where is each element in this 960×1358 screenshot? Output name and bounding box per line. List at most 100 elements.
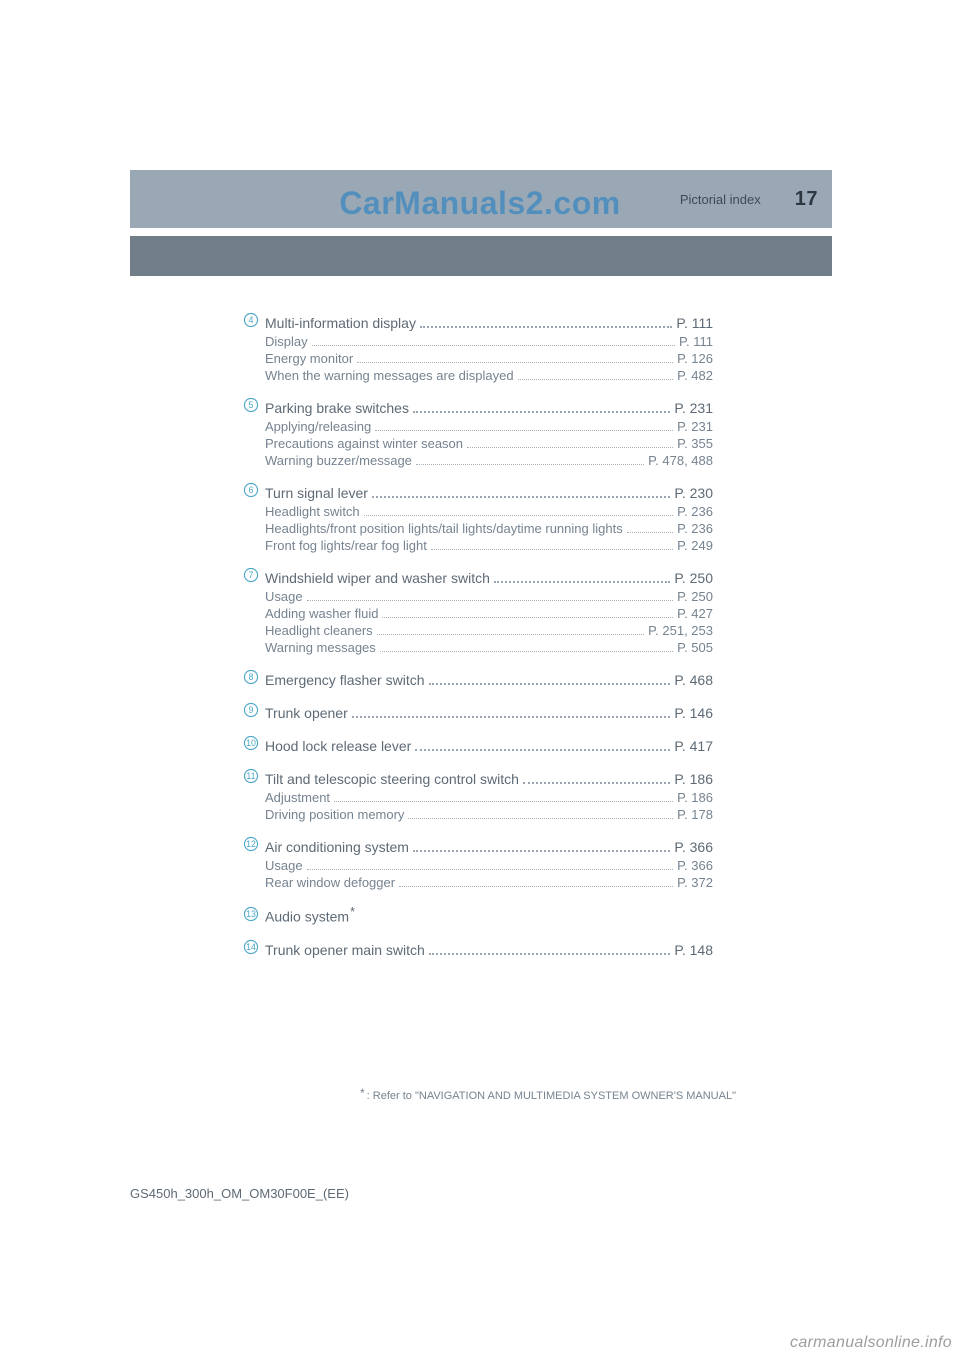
index-sub-row: Warning buzzer/message P. 478, 488 bbox=[243, 453, 713, 468]
svg-text:4: 4 bbox=[249, 315, 254, 325]
leader-dots bbox=[382, 608, 673, 618]
leader-dots bbox=[352, 708, 671, 718]
leader-dots bbox=[408, 809, 673, 819]
sub-label: Usage bbox=[265, 589, 303, 604]
sub-page: P. 355 bbox=[677, 436, 713, 451]
index-sub-row: Warning messages P. 505 bbox=[243, 640, 713, 655]
index-sub-row: Applying/releasingP. 231 bbox=[243, 419, 713, 434]
sub-page: P. 251, 253 bbox=[648, 623, 713, 638]
index-main-row: 12Air conditioning systemP. 366 bbox=[243, 836, 713, 855]
index-main-row: 7 Windshield wiper and washer switch P. 25… bbox=[243, 567, 713, 586]
svg-text:13: 13 bbox=[246, 909, 256, 919]
leader-dots bbox=[413, 842, 670, 852]
leader-dots bbox=[307, 591, 674, 601]
bullet-icon: 5 bbox=[243, 397, 265, 413]
footnote-star: * bbox=[360, 1086, 365, 1100]
leader-dots bbox=[415, 741, 670, 751]
entry-title: Audio system* bbox=[265, 904, 355, 925]
sub-label: Headlights/front position lights/tail li… bbox=[265, 521, 623, 536]
leader-dots bbox=[357, 353, 673, 363]
index-main-row: 11Tilt and telescopic steering control s… bbox=[243, 768, 713, 787]
sub-page: P. 250 bbox=[677, 589, 713, 604]
entry-page: P. 148 bbox=[674, 942, 713, 958]
svg-text:6: 6 bbox=[249, 485, 254, 495]
index-entry: 10Hood lock release lever P. 417 bbox=[243, 735, 713, 754]
index-entry: 6Turn signal leverP. 230Headlight switch… bbox=[243, 482, 713, 553]
bullet-icon: 10 bbox=[243, 735, 265, 751]
bullet-icon: 11 bbox=[243, 768, 265, 784]
sub-page: P. 482 bbox=[677, 368, 713, 383]
bullet-icon: 4 bbox=[243, 312, 265, 328]
sub-page: P. 427 bbox=[677, 606, 713, 621]
page-number: 17 bbox=[795, 188, 818, 211]
sub-page: P. 126 bbox=[677, 351, 713, 366]
sub-label: Headlight cleaners bbox=[265, 623, 373, 638]
index-main-row: 10Hood lock release lever P. 417 bbox=[243, 735, 713, 754]
index-sub-row: Headlights/front position lights/tail li… bbox=[243, 521, 713, 536]
sub-label: Warning messages bbox=[265, 640, 376, 655]
leader-dots bbox=[413, 403, 670, 413]
index-main-row: 14Trunk opener main switchP. 148 bbox=[243, 939, 713, 958]
entry-title: Parking brake switches bbox=[265, 400, 409, 416]
entry-title: Windshield wiper and washer switch bbox=[265, 570, 490, 586]
entry-page: P. 146 bbox=[674, 705, 713, 721]
sub-page: P. 505 bbox=[677, 640, 713, 655]
svg-text:12: 12 bbox=[246, 839, 256, 849]
document-id: GS450h_300h_OM_OM30F00E_(EE) bbox=[130, 1186, 349, 1201]
index-entry: 11Tilt and telescopic steering control s… bbox=[243, 768, 713, 822]
leader-dots bbox=[494, 573, 670, 583]
leader-dots bbox=[467, 438, 673, 448]
index-entry: 9Trunk openerP. 146 bbox=[243, 702, 713, 721]
svg-text:5: 5 bbox=[249, 400, 254, 410]
sub-page: P. 186 bbox=[677, 790, 713, 805]
leader-dots bbox=[518, 370, 673, 380]
index-entry: 14Trunk opener main switchP. 148 bbox=[243, 939, 713, 958]
sub-label: Applying/releasing bbox=[265, 419, 371, 434]
index-sub-row: AdjustmentP. 186 bbox=[243, 790, 713, 805]
sub-label: Usage bbox=[265, 858, 303, 873]
sub-label: Rear window defogger bbox=[265, 875, 395, 890]
bullet-icon: 13 bbox=[243, 906, 265, 922]
entry-title: Hood lock release lever bbox=[265, 738, 411, 754]
index-main-row: 6Turn signal leverP. 230 bbox=[243, 482, 713, 501]
bullet-icon: 6 bbox=[243, 482, 265, 498]
entry-page: P. 250 bbox=[674, 570, 713, 586]
footnote-text: : Refer to "NAVIGATION AND MULTIMEDIA SY… bbox=[367, 1090, 736, 1102]
index-entry: 13 Audio system* bbox=[243, 904, 713, 925]
entry-page: P. 417 bbox=[674, 738, 713, 754]
header-bar: Pictorial index 17 bbox=[130, 170, 832, 228]
index-sub-row: Energy monitorP. 126 bbox=[243, 351, 713, 366]
leader-dots bbox=[420, 318, 672, 328]
index-sub-row: Rear window defoggerP. 372 bbox=[243, 875, 713, 890]
entry-page: P. 230 bbox=[674, 485, 713, 501]
sub-label: Precautions against winter season bbox=[265, 436, 463, 451]
dark-accent-bar bbox=[130, 236, 832, 276]
index-sub-row: Driving position memoryP. 178 bbox=[243, 807, 713, 822]
index-sub-row: UsageP. 366 bbox=[243, 858, 713, 873]
sub-label: Driving position memory bbox=[265, 807, 404, 822]
sub-page: P. 478, 488 bbox=[648, 453, 713, 468]
svg-text:7: 7 bbox=[249, 570, 254, 580]
page: CarManuals2.com Pictorial index 17 4Mult… bbox=[0, 0, 960, 1358]
sub-page: P. 236 bbox=[677, 504, 713, 519]
entry-title: Emergency flasher switch bbox=[265, 672, 425, 688]
leader-dots bbox=[334, 792, 673, 802]
leader-dots bbox=[380, 642, 673, 652]
index-sub-row: DisplayP. 111 bbox=[243, 334, 713, 349]
index-entry: 8Emergency flasher switchP. 468 bbox=[243, 669, 713, 688]
leader-dots bbox=[523, 774, 670, 784]
index-sub-row: Adding washer fluid P. 427 bbox=[243, 606, 713, 621]
sub-page: P. 111 bbox=[679, 334, 713, 349]
sub-label: Warning buzzer/message bbox=[265, 453, 412, 468]
leader-dots bbox=[399, 877, 673, 887]
leader-dots bbox=[429, 945, 671, 955]
entry-page: P. 231 bbox=[674, 400, 713, 416]
leader-dots bbox=[416, 455, 644, 465]
footnote: *: Refer to "NAVIGATION AND MULTIMEDIA S… bbox=[360, 1086, 830, 1102]
sub-label: Adding washer fluid bbox=[265, 606, 378, 621]
index-sub-row: Headlight cleaners P. 251, 253 bbox=[243, 623, 713, 638]
index-sub-row: When the warning messages are displayed P… bbox=[243, 368, 713, 383]
sub-label: When the warning messages are displayed bbox=[265, 368, 514, 383]
svg-text:9: 9 bbox=[249, 705, 254, 715]
leader-dots bbox=[364, 506, 673, 516]
